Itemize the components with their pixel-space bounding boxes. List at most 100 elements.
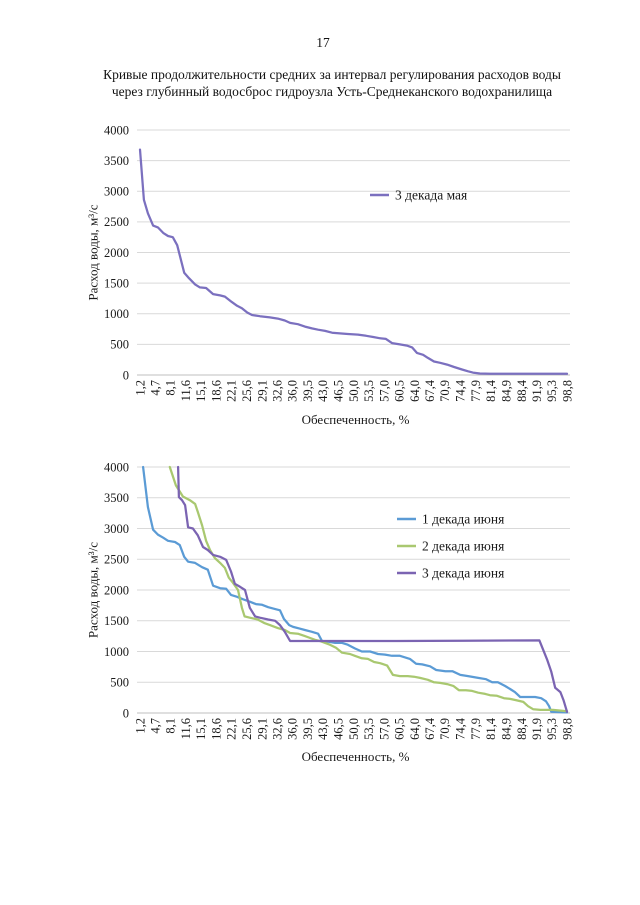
x-tick-label: 70,9 <box>438 718 452 740</box>
x-tick-label: 4,7 <box>149 380 163 396</box>
x-tick-label: 74,4 <box>454 379 468 402</box>
x-tick-label: 60,5 <box>393 718 407 740</box>
x-tick-label: 50,0 <box>347 380 361 402</box>
x-tick-label: 70,9 <box>438 380 452 402</box>
x-tick-label: 88,4 <box>515 717 529 740</box>
legend-label: 2 декада июня <box>422 539 504 554</box>
page-title: Кривые продолжительности средних за инте… <box>103 66 561 100</box>
x-tick-label: 50,0 <box>347 718 361 740</box>
legend-label: 3 декада июня <box>422 566 504 581</box>
x-tick-label: 32,6 <box>271 718 285 740</box>
legend-item: 3 декада мая <box>370 188 467 203</box>
x-tick-label: 64,0 <box>408 380 422 402</box>
x-tick-label: 67,4 <box>423 379 437 402</box>
x-tick-label: 77,9 <box>469 718 483 740</box>
x-tick-label: 88,4 <box>515 379 529 402</box>
x-tick-label: 53,5 <box>362 380 376 402</box>
x-tick-label: 57,0 <box>377 718 391 740</box>
y-tick-label: 1500 <box>104 276 129 290</box>
x-tick-label: 84,9 <box>499 718 513 740</box>
x-tick-label: 4,7 <box>149 718 163 734</box>
x-tick-label: 25,6 <box>240 380 254 402</box>
x-tick-label: 43,0 <box>316 380 330 402</box>
x-tick-label: 84,9 <box>499 380 513 402</box>
title-line-2: через глубинный водосброс гидроузла Усть… <box>111 84 553 99</box>
x-tick-label: 29,1 <box>255 380 269 402</box>
x-tick-label: 81,4 <box>484 379 498 402</box>
x-tick-label: 8,1 <box>163 380 177 396</box>
x-tick-label: 22,1 <box>225 718 239 740</box>
legend-item: 1 декада июня <box>397 512 504 527</box>
x-tick-label: 95,3 <box>545 380 559 402</box>
x-tick-label: 18,6 <box>209 718 223 740</box>
x-tick-label: 77,9 <box>469 380 483 402</box>
y-tick-label: 1000 <box>104 307 129 321</box>
x-tick-label: 22,1 <box>225 380 239 402</box>
x-tick-label: 11,6 <box>179 380 193 401</box>
y-tick-label: 0 <box>123 368 129 382</box>
x-tick-label: 95,3 <box>545 718 559 740</box>
series-line-1 <box>138 148 569 375</box>
x-tick-label: 36,0 <box>286 380 300 402</box>
x-tick-label: 91,9 <box>530 718 544 740</box>
x-tick-label: 11,6 <box>179 718 193 739</box>
y-tick-label: 3500 <box>104 154 129 168</box>
x-tick-label: 57,0 <box>377 380 391 402</box>
x-tick-label: 1,2 <box>133 380 147 396</box>
y-tick-label: 2000 <box>104 583 129 597</box>
page-number: 17 <box>316 35 330 50</box>
x-tick-label: 74,4 <box>454 717 468 740</box>
x-tick-label: 81,4 <box>484 717 498 740</box>
x-tick-label: 8,1 <box>163 718 177 734</box>
y-tick-label: 500 <box>110 338 129 352</box>
y-tick-label: 2500 <box>104 553 129 567</box>
x-tick-label: 15,1 <box>194 380 208 402</box>
y-axis-label: Расход воды, м³/с <box>86 204 101 300</box>
y-tick-label: 1000 <box>104 645 129 659</box>
series-line-1 <box>141 465 569 714</box>
x-tick-label: 46,5 <box>331 718 345 740</box>
y-tick-label: 3500 <box>104 491 129 505</box>
x-tick-label: 36,0 <box>286 718 300 740</box>
title-line-1: Кривые продолжительности средних за инте… <box>103 67 561 82</box>
legend-item: 2 декада июня <box>397 539 504 554</box>
x-tick-label: 98,8 <box>560 380 574 402</box>
x-tick-label: 32,6 <box>271 380 285 402</box>
x-tick-label: 53,5 <box>362 718 376 740</box>
x-tick-label: 25,6 <box>240 718 254 740</box>
chart-2: 0 500 1000 1500 2000 2500 3000 3500 4000 1,2 4,7 8,… <box>86 460 575 764</box>
x-tick-label: 64,0 <box>408 718 422 740</box>
y-tick-label: 0 <box>123 706 129 720</box>
x-axis-label: Обеспеченность, % <box>302 749 410 764</box>
x-tick-label: 29,1 <box>255 718 269 740</box>
legend: 3 декада мая <box>370 188 467 203</box>
x-tick-label: 46,5 <box>331 380 345 402</box>
x-tick-label: 39,5 <box>301 380 315 402</box>
x-tick-label: 39,5 <box>301 718 315 740</box>
chart-1: 0 500 1000 1500 2000 2500 3000 3500 4000 1,2 4,7 8,… <box>86 123 575 427</box>
y-axis-label: Расход воды, м³/с <box>86 542 101 638</box>
y-tick-label: 2500 <box>104 215 129 229</box>
x-axis-label: Обеспеченность, % <box>302 412 410 427</box>
legend-item: 3 декада июня <box>397 566 504 581</box>
x-tick-label: 1,2 <box>133 718 147 734</box>
y-tick-label: 4000 <box>104 123 129 137</box>
x-tick-label: 18,6 <box>209 380 223 402</box>
x-tick-label: 98,8 <box>560 718 574 740</box>
legend-label: 3 декада мая <box>395 188 467 203</box>
x-tick-label: 60,5 <box>393 380 407 402</box>
y-tick-label: 2000 <box>104 246 129 260</box>
y-tick-label: 500 <box>110 676 129 690</box>
y-tick-label: 3000 <box>104 185 129 199</box>
x-tick-label: 15,1 <box>194 718 208 740</box>
legend: 1 декада июня 2 декада июня 3 декада июня <box>397 512 504 581</box>
x-tick-label: 67,4 <box>423 717 437 740</box>
x-tick-label: 91,9 <box>530 380 544 402</box>
series-line-2 <box>168 465 569 713</box>
x-tick-label: 43,0 <box>316 718 330 740</box>
y-tick-label: 3000 <box>104 522 129 536</box>
series-line-3 <box>176 465 569 713</box>
y-tick-label: 4000 <box>104 460 129 474</box>
legend-label: 1 декада июня <box>422 512 504 527</box>
